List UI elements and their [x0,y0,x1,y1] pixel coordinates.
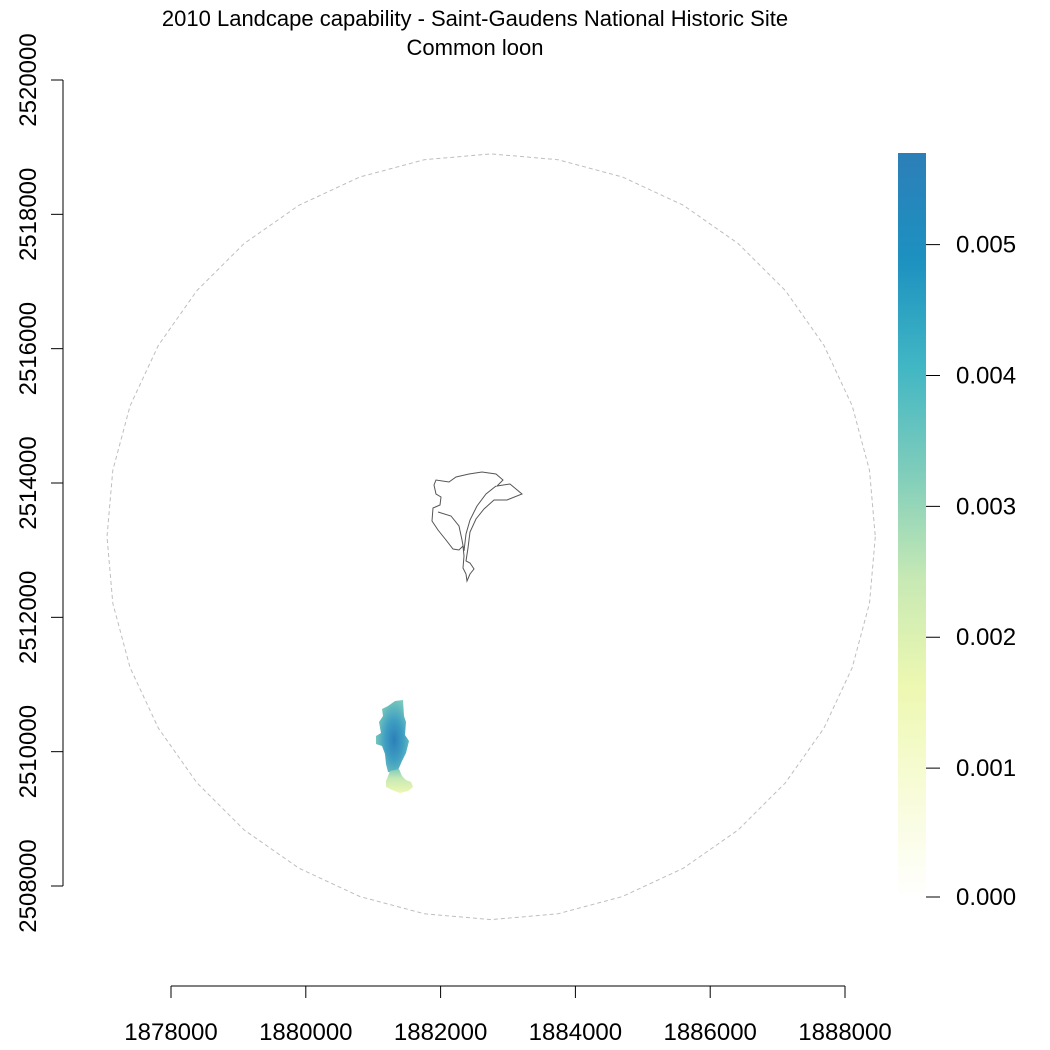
x-axis-ticks: 1878000 1880000 1882000 1884000 1886000 18880… [124,986,892,1046]
park-boundary-road-2 [463,485,497,552]
legend-tick-label: 0.001 [956,755,1016,782]
habitat-capability-patch [376,700,413,793]
habitat-patch-north [376,700,409,773]
habitat-patch-south [386,769,413,793]
x-tick-label: 1884000 [529,1019,622,1046]
y-tick-label: 2514000 [15,436,42,529]
park-boundary-main [431,471,523,583]
x-tick-label: 1888000 [798,1019,891,1046]
legend-tick-label: 0.003 [956,493,1016,520]
buffer-zone-boundary [106,153,876,921]
y-axis: 2508000 2510000 2512000 2514000 2516000 25180… [15,33,64,933]
y-tick-label: 2518000 [15,168,42,261]
map-subtitle: Common loon [406,35,544,60]
x-axis: 1878000 1880000 1882000 1884000 1886000 18880… [124,985,892,1046]
legend-tick-label: 0.004 [956,362,1016,389]
y-tick-label: 2516000 [15,302,42,395]
x-tick-label: 1878000 [124,1019,217,1046]
legend: 0.000 0.001 0.002 0.003 0.004 0.005 [898,153,1016,911]
legend-color-bar [898,153,926,899]
legend-tick-label: 0.000 [956,884,1016,911]
y-tick-label: 2508000 [15,839,42,932]
legend-tick-label: 0.002 [956,624,1016,651]
y-tick-label: 2520000 [15,33,42,126]
y-tick-label: 2510000 [15,705,42,798]
legend-ticks: 0.000 0.001 0.002 0.003 0.004 0.005 [926,232,1016,911]
y-axis-ticks: 2508000 2510000 2512000 2514000 2516000 25180… [15,33,63,933]
x-tick-label: 1882000 [394,1019,487,1046]
y-tick-label: 2512000 [15,571,42,664]
map-title: 2010 Landcape capability - Saint-Gaudens… [161,6,789,31]
x-tick-label: 1886000 [663,1019,756,1046]
park-boundary [431,471,523,583]
legend-tick-label: 0.005 [956,232,1016,259]
park-boundary-road-1 [437,511,465,552]
x-tick-label: 1880000 [259,1019,352,1046]
